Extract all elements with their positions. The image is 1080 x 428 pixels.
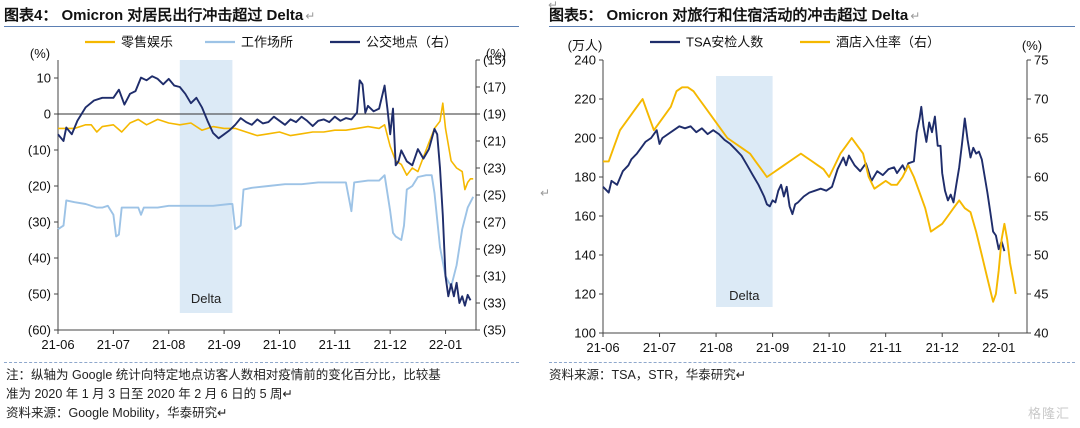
left-ytick-left-label: 10 <box>37 71 51 86</box>
left-ytick-right-label: (33) <box>483 296 506 311</box>
left-ylabel-right: (%) <box>486 46 506 61</box>
right-xtick-label: 22-01 <box>982 340 1015 355</box>
right-ytick-right-label: 50 <box>1034 248 1048 263</box>
left-legend-label-1: 工作场所 <box>241 35 293 50</box>
left-note-rule <box>4 362 519 363</box>
left-ytick-right-label: (15) <box>483 53 506 68</box>
right-legend-label-1: 酒店入住率（右） <box>836 35 940 50</box>
right-source: 资料来源：TSA，STR，华泰研究↵ <box>549 368 747 382</box>
left-xtick-label: 21-08 <box>152 337 185 352</box>
left-ylabel-left: (%) <box>30 46 50 61</box>
left-ytick-right-label: (27) <box>483 215 506 230</box>
left-ytick-right-label: (35) <box>483 323 506 338</box>
right-ytick-left-label: 180 <box>574 170 596 185</box>
right-xtick-label: 21-09 <box>756 340 789 355</box>
left-ytick-left-label: (60) <box>28 323 51 338</box>
right-ytick-right-label: 45 <box>1034 287 1048 302</box>
left-chart-title: 图表4： Omicron 对居民出行冲击超过 Delta ↵ <box>4 7 316 24</box>
left-xtick-label: 22-01 <box>429 337 462 352</box>
left-note-line-2: 准为 2020 年 1 月 3 日至 2020 年 2 月 6 日的 5 周↵ <box>6 387 293 401</box>
left-legend-label-0: 零售娱乐 <box>121 35 173 50</box>
right-ytick-left-label: 220 <box>574 92 596 107</box>
left-title-rule <box>4 26 519 27</box>
right-xtick-label: 21-12 <box>926 340 959 355</box>
left-xtick-label: 21-09 <box>207 337 240 352</box>
right-ytick-left-label: 100 <box>574 326 596 341</box>
left-ytick-left-label: (10) <box>28 143 51 158</box>
left-ytick-left-label: 0 <box>44 107 51 122</box>
left-ytick-right-label: (21) <box>483 134 506 149</box>
right-series-1-line <box>603 86 1017 303</box>
mid-return-mark: ↵ <box>540 186 551 200</box>
left-ytick-right-label: (25) <box>483 188 506 203</box>
left-note-line-1: 注：纵轴为 Google 统计向特定地点访客人数相对疫情前的变化百分比，比较基 <box>6 368 441 382</box>
left-ytick-right-label: (23) <box>483 161 506 176</box>
right-xtick-label: 21-10 <box>813 340 846 355</box>
left-ytick-right-label: (29) <box>483 242 506 257</box>
right-chart-title: 图表5： Omicron 对旅行和住宿活动的冲击超过 Delta ↵ <box>549 7 921 24</box>
right-title-rule <box>549 26 1075 27</box>
left-ytick-right-label: (17) <box>483 80 506 95</box>
left-ytick-left-label: (30) <box>28 215 51 230</box>
right-ytick-right-label: 75 <box>1034 53 1048 68</box>
right-ytick-left-label: 240 <box>574 53 596 68</box>
left-series-2-line <box>57 75 472 307</box>
right-ylabel-left: (万人) <box>568 38 603 53</box>
right-xtick-label: 21-08 <box>699 340 732 355</box>
right-ytick-right-label: 60 <box>1034 170 1048 185</box>
right-ytick-right-label: 70 <box>1034 92 1048 107</box>
right-xtick-label: 21-11 <box>870 340 902 355</box>
left-ytick-right-label: (31) <box>483 269 506 284</box>
right-ytick-right-label: 55 <box>1034 209 1048 224</box>
left-xtick-label: 21-06 <box>41 337 74 352</box>
left-series-1-line <box>57 174 475 288</box>
left-xtick-label: 21-11 <box>319 337 351 352</box>
left-xtick-label: 21-12 <box>374 337 407 352</box>
left-delta-label: Delta <box>191 291 222 306</box>
right-ytick-left-label: 160 <box>574 209 596 224</box>
left-ytick-left-label: (20) <box>28 179 51 194</box>
left-ytick-left-label: (40) <box>28 251 51 266</box>
right-xtick-label: 21-06 <box>586 340 619 355</box>
right-delta-label: Delta <box>729 288 760 303</box>
left-xtick-label: 21-10 <box>263 337 296 352</box>
left-xtick-label: 21-07 <box>97 337 130 352</box>
right-ylabel-right: (%) <box>1022 38 1042 53</box>
left-legend-label-2: 公交地点（右） <box>366 35 457 50</box>
right-legend-label-0: TSA安检人数 <box>686 35 763 50</box>
watermark-logo: 格隆汇 <box>1027 406 1070 421</box>
right-ytick-left-label: 200 <box>574 131 596 146</box>
top-return-mark: ↵ <box>548 0 559 12</box>
right-ytick-right-label: 65 <box>1034 131 1048 146</box>
right-series-0-line <box>602 105 1006 252</box>
left-source: 资料来源：Google Mobility，华泰研究↵ <box>6 406 228 420</box>
right-ytick-right-label: 40 <box>1034 326 1048 341</box>
right-note-rule <box>549 362 1075 363</box>
left-ytick-right-label: (19) <box>483 107 506 122</box>
left-ytick-left-label: (50) <box>28 287 51 302</box>
right-ytick-left-label: 120 <box>574 287 596 302</box>
left-series-0-line <box>58 102 474 191</box>
right-xtick-label: 21-07 <box>643 340 676 355</box>
right-delta-shade <box>716 76 773 307</box>
right-ytick-left-label: 140 <box>574 248 596 263</box>
left-delta-shade <box>179 60 233 313</box>
